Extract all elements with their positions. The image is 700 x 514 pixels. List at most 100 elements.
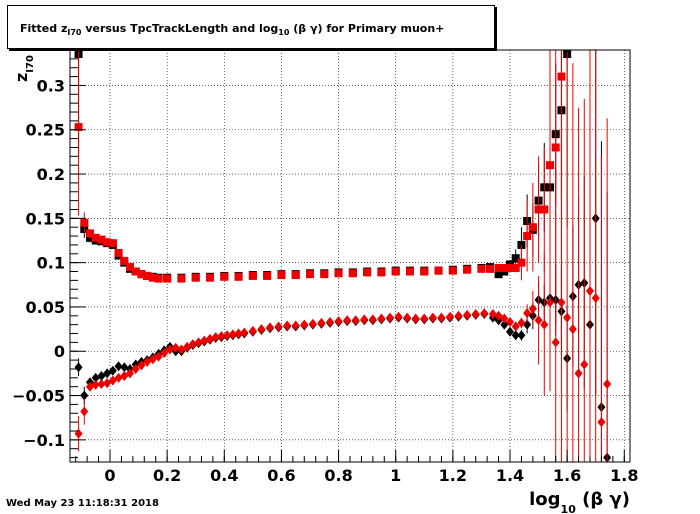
data-point-diamond bbox=[126, 368, 134, 379]
data-point-diamond bbox=[454, 310, 463, 321]
data-point-square bbox=[448, 266, 457, 275]
data-point-diamond bbox=[223, 330, 232, 341]
data-point-square bbox=[511, 263, 520, 272]
data-point-diamond bbox=[377, 313, 386, 324]
data-point-diamond bbox=[488, 309, 497, 320]
data-point-diamond bbox=[517, 317, 526, 328]
data-point-diamond bbox=[200, 335, 209, 346]
data-point-square bbox=[511, 254, 520, 263]
data-point-square bbox=[391, 267, 400, 276]
data-point-diamond bbox=[568, 324, 577, 335]
data-point-square bbox=[291, 271, 300, 280]
data-point-diamond bbox=[248, 325, 257, 336]
data-point-diamond bbox=[86, 381, 94, 392]
data-point-diamond bbox=[394, 311, 403, 322]
data-point-square bbox=[143, 271, 152, 280]
data-point-diamond bbox=[166, 344, 174, 355]
grid-lines bbox=[70, 50, 630, 462]
data-point-diamond bbox=[91, 379, 100, 390]
x-tick-label: 0 bbox=[104, 466, 115, 485]
data-point-diamond bbox=[211, 332, 220, 343]
plot-frame bbox=[69, 49, 631, 463]
data-point-diamond bbox=[194, 337, 203, 348]
data-point-square bbox=[434, 266, 443, 275]
y-axis-title-sub: I70 bbox=[25, 55, 36, 73]
y-tick-label: 0.05 bbox=[26, 298, 65, 317]
y-tick-label: −0.05 bbox=[12, 387, 65, 406]
title-sub-1: I70 bbox=[67, 28, 82, 38]
data-point-diamond bbox=[343, 315, 352, 326]
data-point-diamond bbox=[171, 342, 180, 353]
x-tick-label: 0.8 bbox=[324, 466, 352, 485]
data-point-diamond bbox=[114, 361, 123, 372]
data-point-diamond bbox=[257, 324, 266, 335]
x-tick-label: 0.6 bbox=[267, 466, 295, 485]
data-point-diamond bbox=[91, 372, 100, 383]
data-point-diamond bbox=[428, 312, 437, 323]
data-point-diamond bbox=[137, 360, 146, 371]
date-stamp: Wed May 23 11:18:31 2018 bbox=[6, 498, 159, 509]
data-point-square bbox=[551, 143, 560, 152]
y-tick-label: 0.15 bbox=[26, 209, 65, 228]
y-tick-label: −0.1 bbox=[23, 431, 65, 450]
data-point-diamond bbox=[580, 359, 589, 370]
data-point-square bbox=[277, 271, 286, 280]
y-axis-title: zI70 bbox=[12, 55, 36, 82]
x-tick-label: 1.8 bbox=[610, 466, 638, 485]
data-point-diamond bbox=[534, 315, 543, 326]
data-point-diamond bbox=[97, 379, 106, 390]
data-point-diamond bbox=[546, 297, 554, 308]
data-point-diamond bbox=[411, 313, 420, 324]
data-point-diamond bbox=[506, 317, 514, 328]
data-point-square bbox=[517, 258, 526, 267]
data-point-diamond bbox=[74, 428, 83, 439]
data-point-diamond bbox=[603, 379, 612, 390]
data-point-diamond bbox=[386, 312, 394, 323]
data-point-diamond bbox=[420, 313, 429, 324]
axis-labels: 0 0.2 0.4 0.6 0.8 1 1.2 1.4 1.6 1.8 −0.1 −0.05 0 0.05… bbox=[12, 55, 638, 514]
data-point-diamond bbox=[517, 330, 526, 341]
data-point-square bbox=[540, 205, 549, 214]
x-tick-label: 1 bbox=[390, 466, 401, 485]
data-point-square bbox=[206, 273, 214, 282]
data-point-diamond bbox=[523, 308, 532, 319]
data-point-square bbox=[306, 270, 314, 279]
data-point-square bbox=[320, 270, 329, 279]
data-point-diamond bbox=[266, 322, 274, 333]
data-point-diamond bbox=[551, 337, 560, 348]
data-point-diamond bbox=[108, 365, 117, 376]
data-point-square bbox=[108, 239, 117, 248]
data-point-square bbox=[131, 267, 140, 276]
chart-title: Fitted zI70 versus TpcTrackLength and lo… bbox=[20, 22, 444, 37]
data-point-diamond bbox=[528, 303, 537, 314]
data-point-square bbox=[114, 248, 123, 257]
y-tick-label: 0 bbox=[54, 342, 65, 361]
data-point-square bbox=[557, 72, 566, 81]
data-point-diamond bbox=[523, 319, 532, 330]
data-point-diamond bbox=[326, 317, 334, 328]
data-point-diamond bbox=[403, 312, 412, 323]
data-point-diamond bbox=[80, 406, 89, 417]
data-point-diamond bbox=[228, 329, 237, 340]
y-tick-label: 0.3 bbox=[37, 76, 65, 95]
data-point-diamond bbox=[557, 297, 566, 308]
title-box: Fitted zI70 versus TpcTrackLength and lo… bbox=[7, 5, 495, 49]
data-point-square bbox=[103, 238, 112, 247]
data-points bbox=[74, 50, 612, 463]
data-point-square bbox=[348, 269, 357, 278]
data-point-square bbox=[120, 256, 129, 265]
data-point-square bbox=[248, 271, 257, 280]
data-point-diamond bbox=[351, 315, 360, 326]
data-point-square bbox=[80, 218, 89, 227]
data-point-diamond bbox=[563, 312, 572, 323]
y-tick-label: 0.1 bbox=[37, 254, 65, 273]
data-point-diamond bbox=[283, 320, 292, 331]
x-axis-title-rest: (β γ) bbox=[576, 489, 630, 510]
data-point-square bbox=[546, 161, 554, 170]
data-point-square bbox=[363, 268, 372, 277]
data-point-square bbox=[263, 271, 272, 280]
data-point-square bbox=[97, 235, 106, 244]
data-point-diamond bbox=[437, 312, 446, 323]
data-point-diamond bbox=[291, 320, 300, 331]
